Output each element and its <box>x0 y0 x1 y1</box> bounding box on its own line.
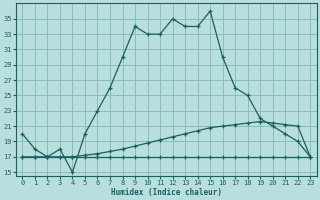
X-axis label: Humidex (Indice chaleur): Humidex (Indice chaleur) <box>111 188 222 197</box>
